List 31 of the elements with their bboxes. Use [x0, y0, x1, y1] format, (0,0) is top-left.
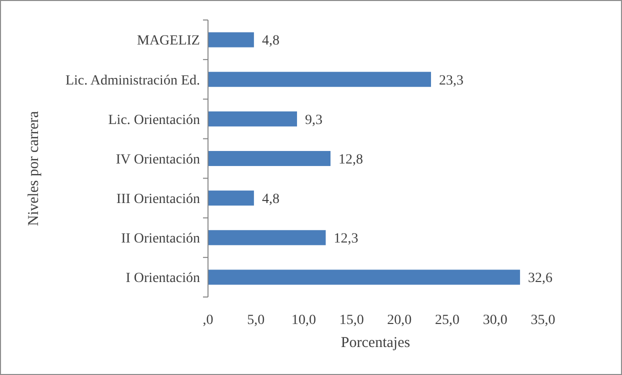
x-tick-label: 35,0: [530, 313, 556, 328]
data-label: 4,8: [262, 192, 280, 207]
bar: [208, 150, 331, 166]
data-label: 12,3: [334, 232, 358, 247]
data-label: 9,3: [305, 112, 323, 128]
x-tick-label: 15,0: [339, 313, 364, 328]
x-tick-label: 30,0: [482, 313, 508, 328]
bar: [208, 32, 254, 48]
y-tick-label: IV Orientación: [116, 152, 200, 168]
x-tick-label: ,0: [202, 313, 214, 328]
y-tick-label: I Orientación: [126, 271, 200, 286]
y-tick-label: MAGELIZ: [137, 34, 200, 49]
bar: [208, 230, 326, 246]
bar: [208, 72, 432, 87]
bar: [208, 111, 298, 126]
x-tick-label: 20,0: [387, 313, 412, 328]
data-label: 4,8: [262, 34, 280, 49]
bar: [208, 270, 520, 285]
x-tick-label: 10,0: [291, 313, 316, 328]
data-label: 12,8: [338, 152, 364, 168]
data-label: 32,6: [528, 271, 553, 286]
data-label: 23,3: [439, 73, 464, 88]
x-tick-label: 5,0: [247, 313, 265, 328]
y-tick-label: II Orientación: [121, 232, 200, 247]
y-tick-label: III Orientación: [116, 192, 200, 207]
y-tick-label: Lic. Orientación: [108, 112, 200, 128]
bar: [208, 190, 254, 206]
y-tick-label: Lic. Administración Ed.: [65, 73, 200, 88]
x-tick-label: 25,0: [435, 313, 460, 328]
x-axis-title: Porcentajes: [340, 335, 410, 351]
y-axis-title: Niveles por carrera: [26, 110, 42, 226]
